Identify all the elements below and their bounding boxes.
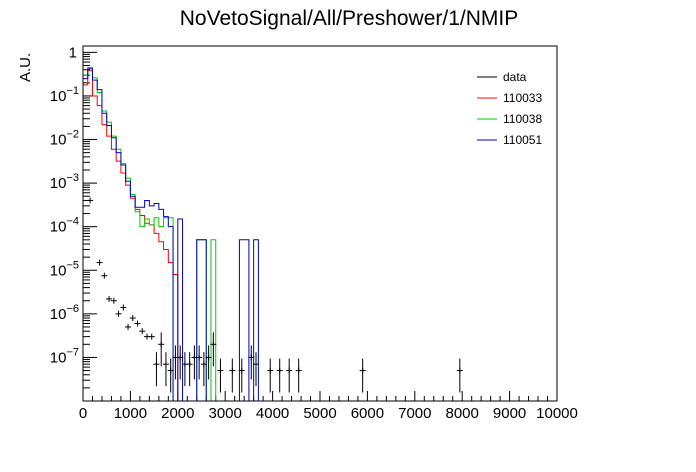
x-tick-label: 7000: [398, 405, 431, 422]
data-point: [210, 332, 217, 367]
x-tick-label: 2000: [161, 405, 194, 422]
data-point: [87, 197, 94, 204]
legend-item-110051: 110051: [477, 133, 542, 147]
x-tick-label: 3000: [209, 405, 242, 422]
data-point: [167, 358, 174, 393]
data-point: [196, 345, 203, 380]
data-point: [177, 345, 184, 380]
x-tick-label: 5000: [303, 405, 336, 422]
data-point: [205, 345, 212, 380]
y-tick-label: 10−1: [50, 85, 79, 105]
data-point: [129, 315, 136, 322]
legend-item-110038: 110038: [477, 112, 542, 126]
legend-label: data: [503, 70, 527, 84]
data-point: [162, 352, 169, 387]
y-tick-label: 10−3: [50, 172, 79, 192]
y-tick-label: 10−4: [50, 216, 79, 236]
y-tick-label: 10−5: [50, 259, 79, 279]
series-110051: [83, 68, 264, 402]
legend-label: 110051: [503, 133, 542, 147]
series-layer: [83, 66, 463, 402]
data-point: [110, 297, 117, 304]
data-point: [217, 358, 224, 393]
data-point: [120, 304, 127, 311]
x-axis-ticks: 0 1000 2000 3000 4000 5000 6000 7000 8000 9000 100…: [79, 391, 578, 422]
data-point: [276, 358, 283, 393]
x-tick-label: 6000: [351, 405, 384, 422]
data-point: [359, 358, 366, 393]
data-point: [229, 358, 236, 393]
x-tick-label: 9000: [493, 405, 526, 422]
data-point: [139, 328, 146, 335]
data-point: [158, 332, 165, 367]
x-tick-label: 10000: [536, 405, 578, 422]
data-point: [101, 272, 108, 279]
data-point: [253, 352, 260, 387]
legend-label: 110038: [503, 112, 542, 126]
y-axis-label: A.U.: [17, 53, 34, 82]
data-point: [96, 259, 103, 266]
data-point: [153, 352, 160, 387]
data-point: [200, 352, 207, 387]
data-point: [106, 295, 113, 302]
x-tick-label: 1000: [114, 405, 147, 422]
y-tick-label: 1: [69, 44, 77, 61]
y-tick-label: 10−2: [50, 129, 79, 149]
legend-item-data: data: [477, 70, 527, 84]
data-point: [238, 358, 245, 393]
data-point: [295, 358, 302, 393]
data-point: [267, 358, 274, 393]
data-point: [248, 345, 255, 380]
data-point: [115, 310, 122, 317]
legend-label: 110033: [503, 91, 542, 105]
data-point: [148, 333, 155, 340]
x-tick-label: 8000: [446, 405, 479, 422]
y-axis-ticks: 10−7 10−6 10−5 10−4 10−3 10−2 10−1 1: [50, 44, 97, 402]
series-110038: [83, 66, 221, 402]
data-point: [186, 352, 193, 387]
data-point: [134, 320, 141, 327]
plot-frame: [82, 45, 558, 402]
data-point: [125, 323, 132, 330]
data-point: [286, 358, 293, 393]
x-tick-label: 4000: [256, 405, 289, 422]
series-110033: [83, 70, 179, 401]
y-tick-label: 10−7: [50, 346, 79, 366]
data-point: [456, 358, 463, 393]
chart-title: NoVetoSignal/All/Preshower/1/NMIP: [180, 7, 519, 30]
legend: data 110033 110038 110051: [477, 70, 542, 147]
x-tick-label: 0: [79, 405, 87, 422]
legend-item-110033: 110033: [477, 91, 542, 105]
y-tick-label: 10−6: [50, 303, 79, 323]
